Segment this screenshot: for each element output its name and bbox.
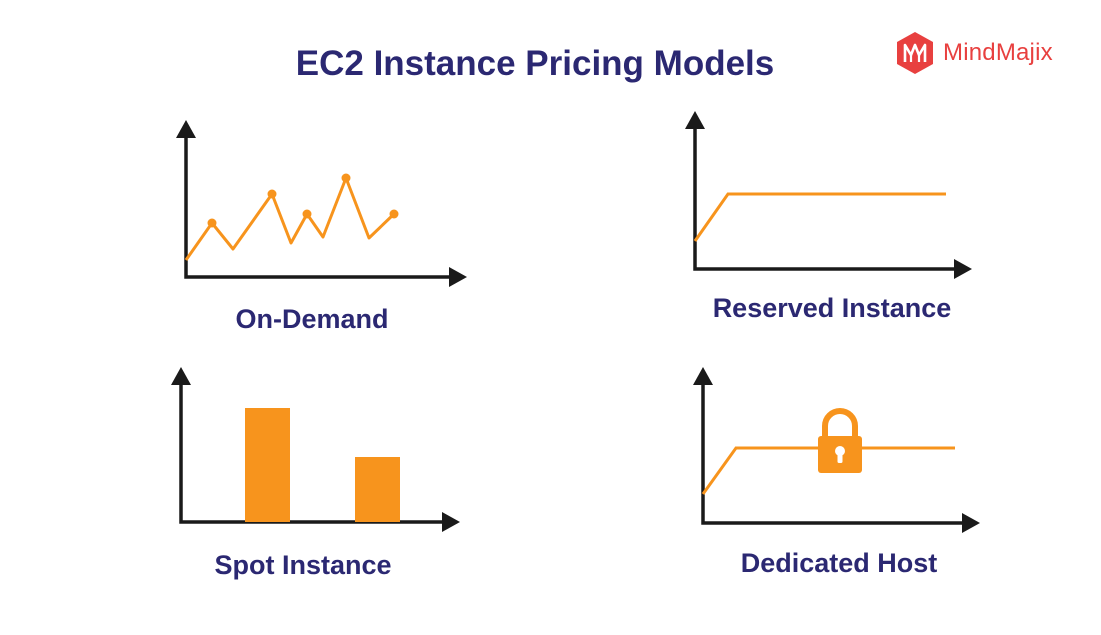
y-axis-arrow-icon [693, 367, 713, 385]
caption-on-demand: On-Demand [235, 304, 389, 334]
caption-reserved-instance: Reserved Instance [712, 293, 952, 323]
y-axis-arrow-icon [171, 367, 191, 385]
data-point [207, 218, 217, 228]
reserved-line [693, 192, 946, 242]
caption-spot-instance: Spot Instance [214, 550, 392, 580]
dedicated-axes [701, 384, 970, 525]
reserved-axes [693, 128, 962, 271]
y-axis-arrow-icon [685, 111, 705, 129]
y-axis-arrow-icon [176, 120, 196, 138]
data-point [341, 173, 351, 183]
dedicated-line [701, 446, 955, 495]
brand-logo: MindMajix [893, 30, 1053, 76]
x-axis-arrow-icon [962, 513, 980, 533]
x-axis-arrow-icon [442, 512, 460, 532]
data-point [267, 189, 277, 199]
brand-name: MindMajix [943, 39, 1053, 66]
reserved-instance-chart [685, 111, 972, 279]
caption-dedicated-host: Dedicated Host [740, 548, 938, 578]
bar-tall [245, 408, 290, 522]
page-title: EC2 Instance Pricing Models [295, 44, 775, 83]
padlock-icon [818, 408, 862, 473]
data-point [389, 209, 399, 219]
bar-short [355, 457, 400, 522]
spot-instance-chart [171, 367, 460, 532]
on-demand-chart [176, 120, 467, 287]
dedicated-host-chart [693, 367, 980, 533]
on-demand-line [184, 176, 396, 261]
mindmajix-logo-icon [897, 32, 933, 74]
on-demand-axes [184, 138, 457, 279]
data-point [302, 209, 312, 219]
x-axis-arrow-icon [954, 259, 972, 279]
x-axis-arrow-icon [449, 267, 467, 287]
spot-axes [179, 384, 450, 524]
